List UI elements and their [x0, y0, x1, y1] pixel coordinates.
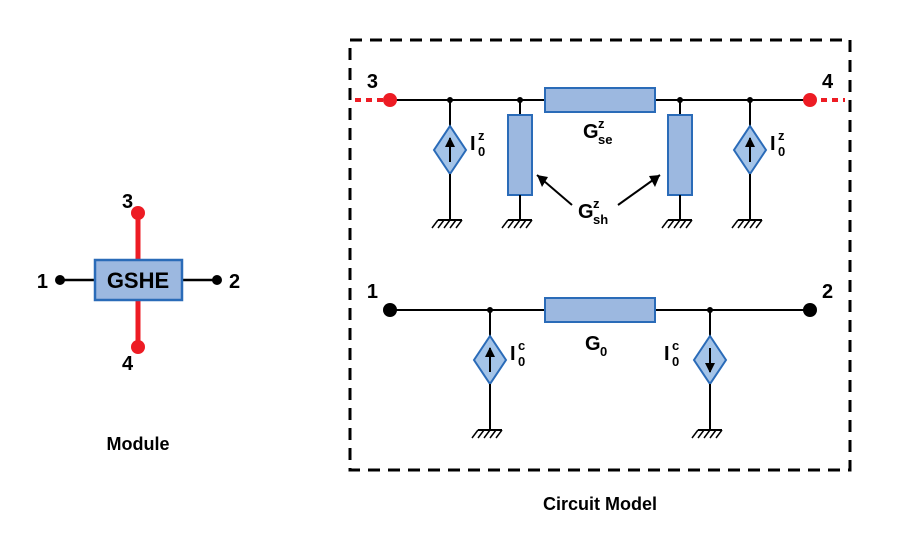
gsh-left [508, 115, 532, 195]
svg-text:0: 0 [672, 354, 679, 369]
svg-text:0: 0 [518, 354, 525, 369]
circuit-title: Circuit Model [543, 494, 657, 514]
svg-text:sh: sh [593, 212, 608, 227]
gsh-right [668, 115, 692, 195]
svg-text:0: 0 [778, 144, 785, 159]
svg-text:I: I [470, 133, 476, 155]
i0z-right [734, 126, 766, 174]
gse-box [545, 88, 655, 112]
svg-text:z: z [593, 196, 600, 211]
g0-label: G [585, 333, 601, 355]
svg-text:1: 1 [37, 271, 48, 293]
g0-box [545, 298, 655, 322]
svg-text:c: c [518, 338, 525, 353]
svg-text:2: 2 [822, 281, 833, 303]
svg-text:c: c [672, 338, 679, 353]
svg-text:I: I [770, 133, 776, 155]
svg-text:2: 2 [229, 271, 240, 293]
gse-label: G [583, 121, 599, 143]
i0c-right [694, 336, 726, 384]
svg-text:3: 3 [367, 71, 378, 93]
svg-text:0: 0 [478, 144, 485, 159]
i0c-left [474, 336, 506, 384]
svg-text:z: z [598, 116, 605, 131]
svg-text:I: I [664, 343, 670, 365]
svg-text:4: 4 [122, 353, 134, 375]
gshe-label: GSHE [107, 268, 169, 293]
svg-text:z: z [778, 128, 785, 143]
svg-text:se: se [598, 132, 612, 147]
i0z-left [434, 126, 466, 174]
circuit-model: 3 4 G se z I 0 z I 0 z G sh [350, 40, 850, 514]
svg-text:I: I [510, 343, 516, 365]
module-title: Module [107, 434, 170, 454]
svg-text:1: 1 [367, 281, 378, 303]
svg-text:4: 4 [822, 71, 834, 93]
svg-text:0: 0 [600, 344, 607, 359]
module-block: GSHE 1 2 3 4 Module [37, 191, 240, 454]
gsh-label: G [578, 201, 594, 223]
svg-text:3: 3 [122, 191, 133, 213]
svg-text:z: z [478, 128, 485, 143]
